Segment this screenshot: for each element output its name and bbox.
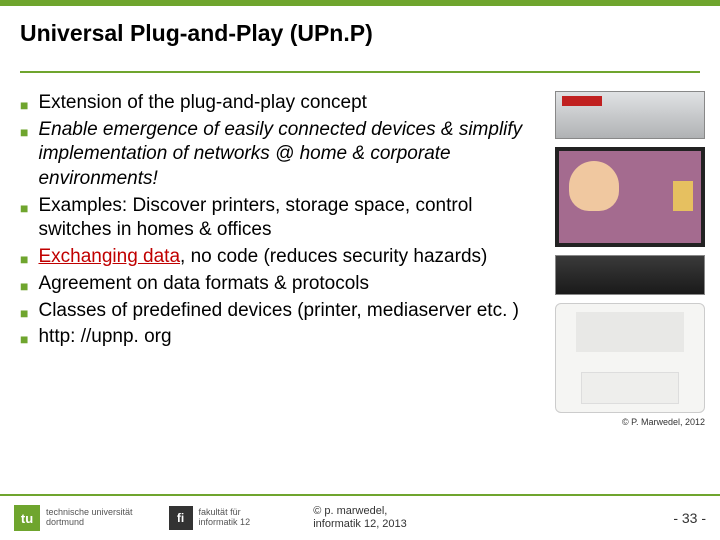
fi-logo-icon: fi [169,506,193,530]
list-item: ■ http: //upnp. org [20,325,542,350]
printer-image [555,303,705,413]
bullet-marker-icon: ■ [20,304,28,322]
bullet-marker-icon: ■ [20,199,28,217]
device-images-column: © P. Marwedel, 2012 [550,91,710,427]
list-item: ■ Agreement on data formats & protocols [20,272,542,297]
bullet-text: Examples: Discover printers, storage spa… [38,194,542,243]
bullet-marker-icon: ■ [20,250,28,268]
content-area: ■ Extension of the plug-and-play concept… [0,73,720,427]
vcr-image [555,91,705,139]
bullet-marker-icon: ■ [20,330,28,348]
list-item: ■ Examples: Discover printers, storage s… [20,194,542,243]
tv-image [555,147,705,247]
bullet-text: Enable emergence of easily connected dev… [38,118,542,192]
bullet-marker-icon: ■ [20,277,28,295]
page-title: Universal Plug-and-Play (UPn.P) [20,20,700,47]
image-caption: © P. Marwedel, 2012 [555,417,705,427]
highlight-text: Exchanging data [38,246,180,267]
bullet-list: ■ Extension of the plug-and-play concept… [20,91,550,427]
footer-copyright-line2: informatik 12, 2013 [313,518,407,531]
bullet-text: http: //upnp. org [38,325,542,350]
footer-copyright-line1: © p. marwedel, [313,505,407,518]
bullet-text: Classes of predefined devices (printer, … [38,299,542,324]
bullet-text: Exchanging data, no code (reduces securi… [38,245,542,270]
bullet-text-tail: , no code (reduces security hazards) [180,246,487,267]
tu-text-line2: dortmund [46,518,133,528]
bullet-marker-icon: ■ [20,123,28,141]
fi-logo-text: fakultät für informatik 12 [199,508,251,528]
list-item: ■ Enable emergence of easily connected d… [20,118,542,192]
bullet-text: Agreement on data formats & protocols [38,272,542,297]
bullet-marker-icon: ■ [20,96,28,114]
title-area: Universal Plug-and-Play (UPn.P) [0,6,720,57]
tu-logo-text: technische universität dortmund [46,508,133,528]
footer-center: © p. marwedel, informatik 12, 2013 [313,505,407,531]
list-item: ■ Exchanging data, no code (reduces secu… [20,245,542,270]
list-item: ■ Classes of predefined devices (printer… [20,299,542,324]
list-item: ■ Extension of the plug-and-play concept [20,91,542,116]
tu-logo-group: tu technische universität dortmund fi fa… [14,505,250,531]
settop-box-image [555,255,705,295]
footer: tu technische universität dortmund fi fa… [0,494,720,540]
fi-text-line2: informatik 12 [199,518,251,528]
page-number: - 33 - [673,510,706,526]
tu-logo-icon: tu [14,505,40,531]
bullet-text: Extension of the plug-and-play concept [38,91,542,116]
